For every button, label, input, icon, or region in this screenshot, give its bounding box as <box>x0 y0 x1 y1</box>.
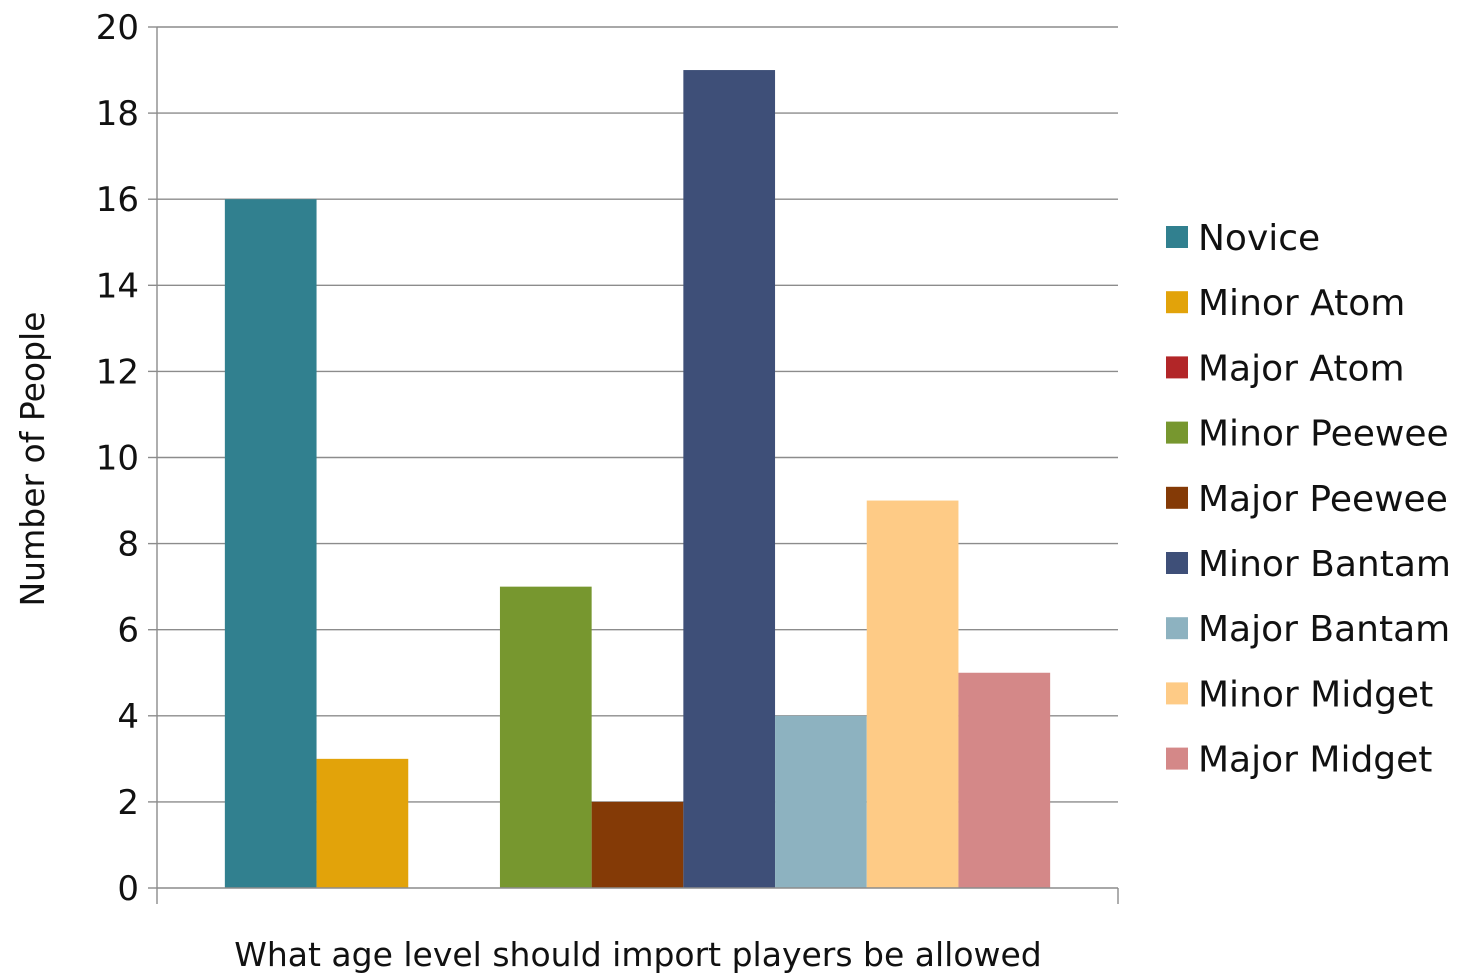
legend-label-novice: Novice <box>1198 218 1320 259</box>
legend-swatch-major-midget <box>1166 747 1188 770</box>
legend-label-major-peewee: Major Peewee <box>1198 479 1448 520</box>
y-tick-label-10: 10 <box>96 439 139 479</box>
y-tick-label-16: 16 <box>96 180 139 220</box>
legend-label-minor-atom: Minor Atom <box>1198 283 1405 324</box>
y-tick-label-12: 12 <box>96 352 139 392</box>
y-tick-labels: 0 2 4 6 8 10 12 14 16 18 20 <box>96 8 157 909</box>
legend-label-minor-peewee: Minor Peewee <box>1198 414 1449 455</box>
legend-swatch-major-bantam <box>1166 617 1188 640</box>
y-tick-label-6: 6 <box>117 611 139 651</box>
y-tick-label-18: 18 <box>96 94 139 134</box>
y-tick-label-20: 20 <box>96 8 139 48</box>
y-tick-label-4: 4 <box>117 697 139 737</box>
legend-swatch-major-atom <box>1166 356 1188 379</box>
gridlines <box>157 26 1118 803</box>
bar-major-midget <box>958 672 1051 888</box>
bars <box>224 70 1051 889</box>
bar-minor-peewee <box>499 586 592 888</box>
axes <box>156 27 1119 904</box>
y-tick-label-2: 2 <box>117 783 139 823</box>
legend-swatch-minor-bantam <box>1166 552 1188 574</box>
legend-label-minor-midget: Minor Midget <box>1198 674 1433 715</box>
bar-novice <box>224 199 317 888</box>
bar-major-bantam <box>775 715 867 888</box>
bar-minor-midget <box>866 500 959 888</box>
y-axis-title: Number of People <box>13 312 52 607</box>
y-tick-label-14: 14 <box>96 266 139 306</box>
legend-label-minor-bantam: Minor Bantam <box>1198 544 1451 585</box>
bar-minor-bantam <box>683 70 776 889</box>
legend-label-major-midget: Major Midget <box>1198 740 1432 781</box>
bar-minor-atom <box>316 758 409 888</box>
legend-label-major-bantam: Major Bantam <box>1198 609 1450 650</box>
bar-major-peewee <box>591 801 684 888</box>
legend: Novice Minor Atom Major Atom Minor Peewee Ma… <box>1166 218 1451 781</box>
legend-swatch-major-peewee <box>1166 486 1188 509</box>
legend-label-major-atom: Major Atom <box>1198 348 1405 389</box>
legend-swatch-minor-atom <box>1166 291 1188 314</box>
legend-swatch-minor-peewee <box>1166 421 1188 444</box>
y-tick-label-8: 8 <box>117 525 139 565</box>
legend-swatch-minor-midget <box>1166 682 1188 705</box>
legend-swatch-novice <box>1166 226 1188 248</box>
x-axis-title: What age level should import players be … <box>234 935 1042 974</box>
y-tick-label-0: 0 <box>117 869 139 909</box>
